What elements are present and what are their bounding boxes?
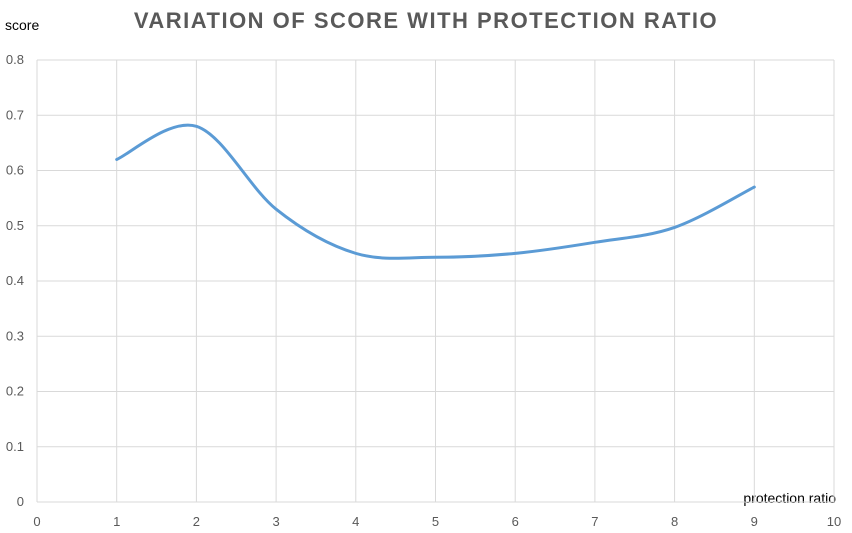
y-tick-label: 0.8 [6, 52, 24, 67]
x-tick-label: 0 [33, 514, 40, 529]
y-tick-label: 0.7 [6, 107, 24, 122]
x-tick-label: 2 [193, 514, 200, 529]
series-line [115, 123, 756, 260]
x-tick-label: 6 [512, 514, 519, 529]
y-tick-label: 0.6 [6, 163, 24, 178]
y-tick-label: 0.1 [6, 439, 24, 454]
y-tick-label: 0.5 [6, 218, 24, 233]
x-tick-label: 7 [591, 514, 598, 529]
y-tick-label: 0.4 [6, 273, 24, 288]
x-tick-label: 8 [671, 514, 678, 529]
x-tick-label: 9 [751, 514, 758, 529]
x-tick-label: 1 [113, 514, 120, 529]
x-tick-label: 3 [272, 514, 279, 529]
y-axis-label: score [5, 17, 40, 33]
y-tick-label: 0 [17, 494, 24, 509]
y-tick-label: 0.2 [6, 384, 24, 399]
x-tick-label: 10 [827, 514, 841, 529]
x-tick-label: 4 [352, 514, 359, 529]
x-tick-label: 5 [432, 514, 439, 529]
chart-title: VARIATION OF SCORE WITH PROTECTION RATIO [133, 8, 719, 33]
y-tick-label: 0.3 [6, 328, 24, 343]
